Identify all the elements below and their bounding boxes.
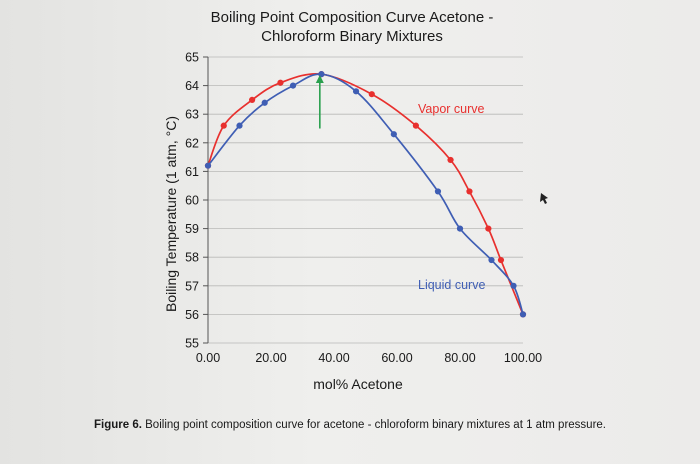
annotation-arrow-head-1 bbox=[315, 75, 324, 84]
figure-caption: Figure 6. Boiling point composition curv… bbox=[60, 416, 640, 434]
caption-text: Boiling point composition curve for acet… bbox=[145, 419, 606, 431]
chart-text: 55 56 57 58 59 60 61 62 63 64 65 0.00 20.00 40.00 60.0… bbox=[163, 9, 542, 392]
liquid-curve-point-3 bbox=[261, 99, 268, 106]
grid bbox=[208, 56, 523, 344]
liquid-curve-point-8 bbox=[434, 188, 442, 195]
y-tick-label-58: 58 bbox=[185, 251, 199, 265]
liquid-curve-point-7 bbox=[390, 131, 397, 138]
axes bbox=[203, 56, 209, 344]
liquid-curve-point-12 bbox=[519, 311, 527, 318]
y-tick-label-63: 63 bbox=[185, 108, 199, 122]
y-tick-label-55: 55 bbox=[185, 337, 199, 351]
vapor-curve-point-7 bbox=[412, 122, 419, 129]
x-tick-label-100: 100.00 bbox=[504, 351, 542, 365]
vapor-curve-point-11 bbox=[497, 256, 505, 264]
liquid-curve-point-4 bbox=[289, 82, 297, 89]
vapor-curve-point-8 bbox=[447, 156, 454, 164]
y-tick-label-56: 56 bbox=[185, 308, 199, 322]
x-tick-label-40: 40.00 bbox=[318, 351, 349, 365]
y-tick-label-64: 64 bbox=[185, 79, 199, 93]
vapor-curve-point-3 bbox=[249, 96, 256, 103]
y-tick-label-62: 62 bbox=[185, 136, 199, 150]
liquid-curve-point-11 bbox=[510, 282, 517, 289]
vapor-curve-label: Vapor curve bbox=[418, 102, 485, 116]
x-tick-label-60: 60.00 bbox=[381, 351, 412, 365]
series bbox=[204, 71, 527, 318]
vapor-curve-point-9 bbox=[466, 188, 473, 195]
vapor-curve-point-4 bbox=[277, 79, 284, 86]
x-axis-label: mol% Acetone bbox=[313, 376, 403, 392]
annotations bbox=[315, 75, 548, 204]
y-axis-label: Boiling Temperature (1 atm, °C) bbox=[163, 116, 179, 312]
vapor-curve-point-6 bbox=[368, 91, 375, 98]
vapor-curve-point-10 bbox=[485, 225, 492, 232]
y-tick-label-65: 65 bbox=[185, 51, 199, 65]
vapor-curve-point-2 bbox=[220, 122, 227, 129]
liquid-curve-point-2 bbox=[236, 122, 243, 129]
chart-title-line-2: Chloroform Binary Mixtures bbox=[261, 28, 443, 45]
x-tick-label-80: 80.00 bbox=[444, 351, 475, 365]
figure-number: Figure 6. bbox=[94, 419, 142, 431]
chart-title-line-1: Boiling Point Composition Curve Acetone … bbox=[211, 9, 494, 26]
liquid-curve-point-1 bbox=[204, 162, 212, 169]
x-tick-label-0: 0.00 bbox=[196, 351, 220, 365]
y-tick-label-60: 60 bbox=[185, 194, 199, 208]
y-tick-label-59: 59 bbox=[185, 222, 199, 236]
y-tick-label-57: 57 bbox=[185, 279, 199, 293]
y-tick-label-61: 61 bbox=[185, 165, 199, 179]
liquid-curve-point-10 bbox=[488, 256, 495, 264]
liquid-curve-label: Liquid curve bbox=[418, 278, 485, 292]
liquid-curve-point-6 bbox=[352, 88, 360, 95]
x-tick-label-20: 20.00 bbox=[255, 351, 286, 365]
liquid-curve-point-9 bbox=[456, 225, 464, 232]
mouse-cursor-icon bbox=[540, 193, 548, 204]
